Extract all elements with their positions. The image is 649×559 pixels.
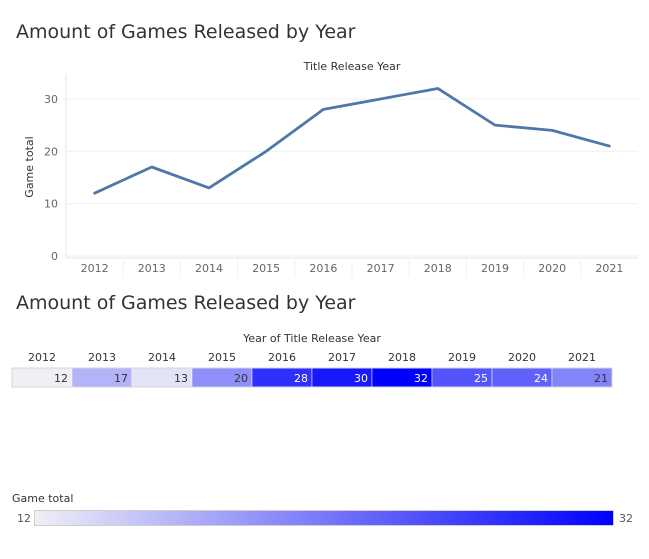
heatmap-header-title: Year of Title Release Year xyxy=(242,332,381,345)
y-tick-label: 30 xyxy=(44,93,58,106)
heatmap-row-border xyxy=(11,367,613,388)
heatmap-column-header: 2019 xyxy=(448,351,476,364)
heatmap-column-header: 2015 xyxy=(208,351,236,364)
heatmap-column-header: 2021 xyxy=(568,351,596,364)
line-chart: Title Release Year Game total 0 10 20 30 2012 2… xyxy=(23,60,638,278)
heatmap-cell-value: 24 xyxy=(534,372,548,385)
y-tick-label: 0 xyxy=(51,250,58,263)
color-legend-bar xyxy=(34,510,614,526)
x-tick-label: 2018 xyxy=(424,262,452,275)
x-tick-label: 2013 xyxy=(138,262,166,275)
heatmap-cell-value: 28 xyxy=(294,372,308,385)
data-point[interactable] xyxy=(434,84,442,92)
heatmap-cell-value: 20 xyxy=(234,372,248,385)
data-point[interactable] xyxy=(91,189,99,197)
data-point[interactable] xyxy=(605,142,613,150)
data-point[interactable] xyxy=(377,95,385,103)
heatmap-title: Amount of Games Released by Year xyxy=(16,292,356,314)
data-point[interactable] xyxy=(262,147,270,155)
x-tick-label: 2020 xyxy=(538,262,566,275)
legend-title: Game total xyxy=(12,492,74,505)
x-axis-title: Title Release Year xyxy=(303,60,401,73)
heatmap-column-header: 2014 xyxy=(148,351,176,364)
x-tick-label: 2017 xyxy=(367,262,395,275)
x-tick-label: 2014 xyxy=(195,262,223,275)
heatmap-column-header: 2012 xyxy=(28,351,56,364)
data-point[interactable] xyxy=(491,121,499,129)
heatmap-cell-value: 25 xyxy=(474,372,488,385)
data-point[interactable] xyxy=(548,126,556,134)
y-tick-label: 20 xyxy=(44,145,58,158)
heatmap-cell-value: 12 xyxy=(54,372,68,385)
x-tick-label: 2012 xyxy=(81,262,109,275)
legend-min-value: 12 xyxy=(17,512,31,525)
x-tick-label: 2019 xyxy=(481,262,509,275)
legend-max-value: 32 xyxy=(619,512,633,525)
heatmap-cell-value: 21 xyxy=(594,372,608,385)
data-point[interactable] xyxy=(148,163,156,171)
heatmap-chart: Year of Title Release Year20121220131720… xyxy=(11,332,613,388)
data-point[interactable] xyxy=(205,184,213,192)
line-chart-title: Amount of Games Released by Year xyxy=(16,21,356,43)
y-axis-title: Game total xyxy=(23,136,36,197)
heatmap-cell-value: 13 xyxy=(174,372,188,385)
y-tick-label: 10 xyxy=(44,198,58,211)
x-tick-label: 2016 xyxy=(309,262,337,275)
x-tick-label: 2021 xyxy=(595,262,623,275)
data-point[interactable] xyxy=(319,105,327,113)
heatmap-column-header: 2018 xyxy=(388,351,416,364)
heatmap-column-header: 2013 xyxy=(88,351,116,364)
heatmap-column-header: 2016 xyxy=(268,351,296,364)
heatmap-cell-value: 30 xyxy=(354,372,368,385)
series-line xyxy=(93,87,611,195)
x-tick-label: 2015 xyxy=(252,262,280,275)
heatmap-cell-value: 17 xyxy=(114,372,128,385)
heatmap-cell-value: 32 xyxy=(414,372,428,385)
heatmap-column-header: 2017 xyxy=(328,351,356,364)
heatmap-column-header: 2020 xyxy=(508,351,536,364)
